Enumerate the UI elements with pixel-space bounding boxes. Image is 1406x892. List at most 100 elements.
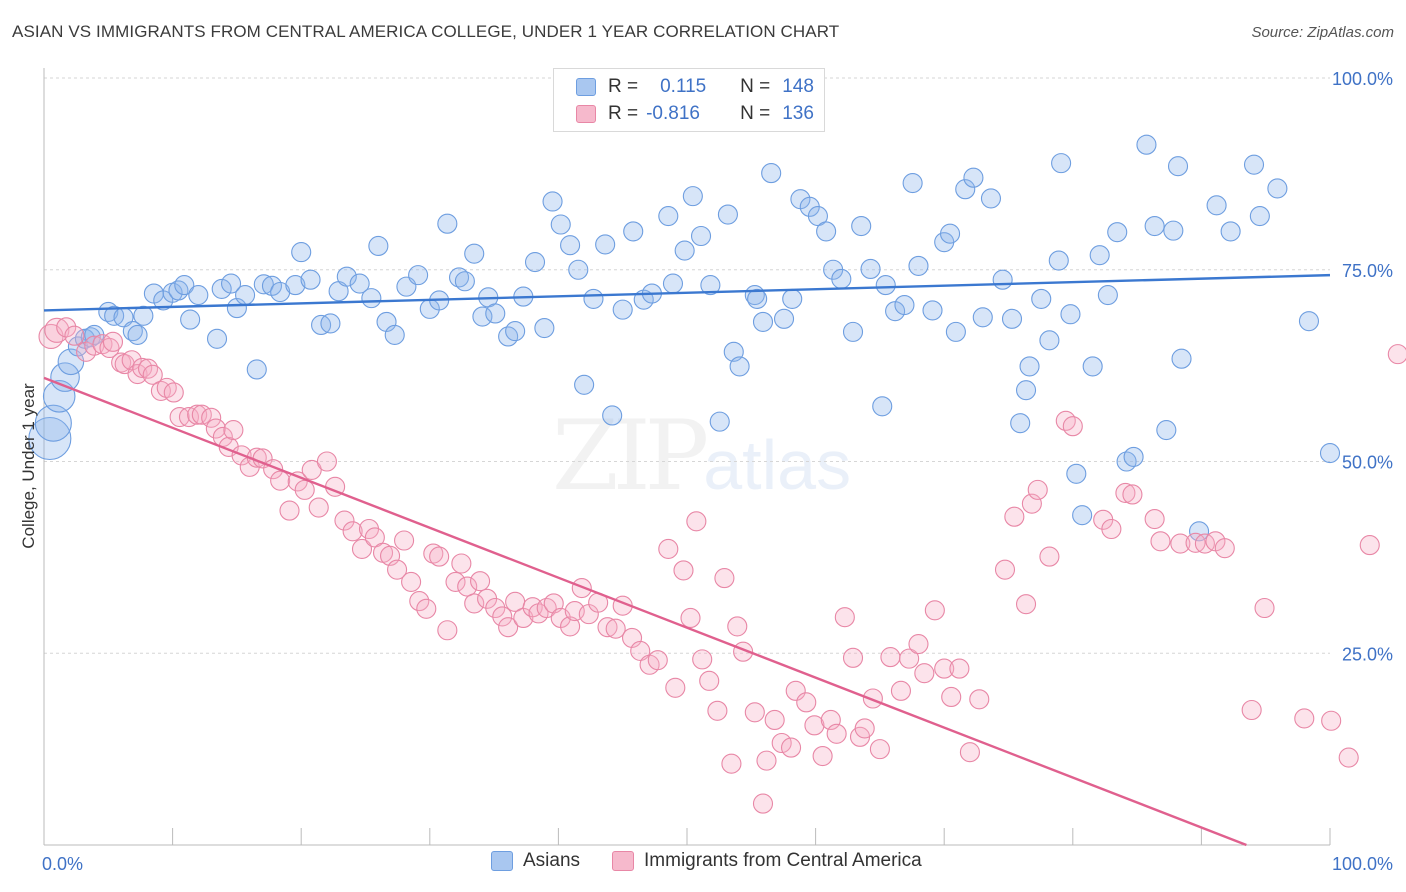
central-america-point — [387, 559, 408, 580]
central-america-point — [707, 700, 728, 721]
central-america-point — [351, 538, 373, 559]
asians-point — [168, 280, 189, 301]
asians-point — [1136, 134, 1157, 155]
asians-point — [361, 288, 382, 309]
central-america-point — [764, 709, 785, 731]
central-america-point — [842, 647, 864, 668]
asians-point — [1097, 285, 1118, 306]
asians-point — [127, 324, 148, 345]
central-america-point — [924, 600, 945, 621]
central-america-point — [294, 479, 315, 500]
central-america-point — [99, 337, 120, 359]
asians-point — [285, 275, 306, 296]
central-america-point — [150, 380, 171, 401]
r-value: 0.115 — [660, 76, 707, 97]
central-america-point — [464, 593, 485, 614]
asians-point — [872, 396, 893, 417]
central-america-point — [721, 753, 742, 774]
asians-point — [875, 275, 896, 296]
axes — [43, 68, 1331, 846]
central-america-point — [780, 737, 802, 758]
asians-point — [300, 269, 321, 290]
central-america-point — [941, 686, 962, 708]
asians-point — [717, 204, 738, 225]
y-tick-label: 100.0% — [1332, 69, 1393, 89]
central-america-point — [401, 571, 422, 592]
asians-point — [709, 411, 730, 432]
central-america-point — [686, 511, 707, 532]
asians-point — [782, 288, 803, 309]
asians-point — [963, 167, 984, 188]
asians-point — [690, 225, 712, 247]
central-america-point — [969, 689, 990, 710]
asians-point — [992, 269, 1013, 290]
asians-point — [505, 321, 526, 342]
r-label: R = — [608, 76, 639, 97]
r-label: R = — [608, 103, 639, 124]
asians-point — [1039, 330, 1060, 351]
central-america-point — [854, 718, 875, 739]
asians-point — [583, 288, 604, 309]
asians-point — [674, 240, 695, 261]
central-america-point — [457, 576, 478, 597]
central-america-point — [1101, 518, 1122, 540]
central-america-point — [287, 471, 308, 492]
asians-point — [336, 266, 357, 287]
y-tick-label: 75.0% — [1342, 261, 1393, 281]
central-america-point — [744, 702, 765, 723]
central-america-point — [223, 420, 244, 441]
asians-point — [908, 255, 929, 276]
central-america-point — [301, 459, 322, 480]
central-america-point — [1338, 747, 1359, 768]
central-america-point — [1387, 344, 1406, 365]
asians-point — [1163, 220, 1184, 241]
central-america-point — [908, 633, 929, 655]
axis-labels: 25.0% 50.0% 75.0% 100.0% 0.0% 100.0% College, … — [19, 69, 1393, 874]
asians-point — [226, 298, 247, 319]
asians-point — [221, 273, 242, 294]
central-america-point — [1144, 508, 1165, 530]
central-america-point — [498, 617, 519, 638]
central-america-point — [1122, 484, 1143, 505]
asians-point — [1298, 311, 1320, 332]
asians-point — [1220, 221, 1241, 242]
asians-point — [955, 179, 976, 200]
central-america-swatch — [576, 105, 596, 123]
central-america-point — [699, 670, 720, 691]
asians-point — [922, 300, 943, 321]
asians-point — [498, 326, 519, 347]
asians-point — [752, 311, 774, 332]
central-america-point — [492, 606, 513, 627]
y-tick-label: 50.0% — [1342, 453, 1393, 473]
asians-point — [1243, 154, 1265, 175]
asians-point — [851, 215, 872, 237]
asians-point — [42, 380, 76, 413]
asians-trend-line — [43, 273, 1331, 312]
central-america-point — [1027, 479, 1048, 500]
asians-point — [574, 374, 595, 395]
central-america-point — [364, 527, 385, 548]
asians-point — [270, 281, 291, 303]
chart-source: Source: ZipAtlas.com — [1251, 24, 1394, 41]
asians-point — [376, 311, 397, 332]
central-america-point — [1150, 531, 1171, 552]
asians-point — [1031, 288, 1052, 309]
central-america-point — [316, 451, 337, 472]
n-label: N = — [740, 103, 771, 124]
central-america-point — [64, 325, 85, 346]
asians-point — [320, 313, 341, 334]
central-america-point — [334, 510, 355, 531]
asians-point — [729, 356, 750, 377]
trend-lines — [43, 273, 1331, 847]
asians-point — [28, 416, 72, 461]
asians-point — [1072, 505, 1093, 526]
central-america-point — [1039, 546, 1060, 567]
n-value: 148 — [782, 76, 814, 97]
asians-point — [454, 271, 475, 292]
asians-point — [408, 265, 429, 286]
central-america-point — [714, 568, 735, 589]
central-america-point — [1241, 699, 1262, 721]
asians-point — [1048, 250, 1069, 271]
asians-point — [1319, 443, 1341, 464]
asians-point — [658, 206, 679, 227]
